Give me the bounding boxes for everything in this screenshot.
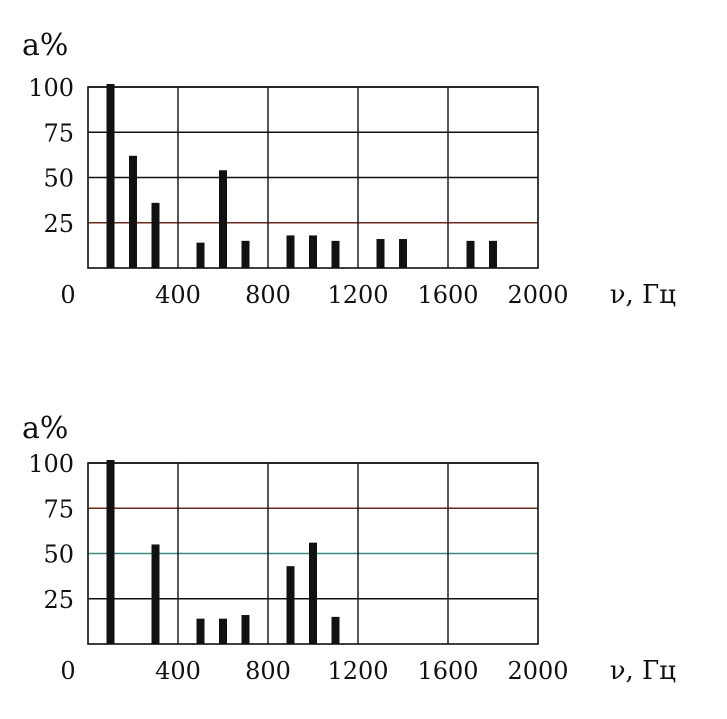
x-tick-label: 1600 bbox=[417, 657, 478, 685]
y-tick-label: 25 bbox=[43, 210, 74, 238]
x-tick-label: 1200 bbox=[327, 657, 388, 685]
y-tick-label: 50 bbox=[43, 541, 74, 569]
chart-bottom: 100 75 50 25 0 400 800 1200 1600 2000 a% ν, Гц bbox=[22, 411, 676, 686]
x-tick-label: 1200 bbox=[327, 281, 388, 309]
chart-top: 100 75 50 25 0 400 800 1200 1600 2000 a% ν, Гц bbox=[22, 28, 676, 310]
bar bbox=[241, 240, 250, 268]
bar bbox=[331, 616, 340, 644]
x-tick-label: 1600 bbox=[417, 281, 478, 309]
x-tick-label: 800 bbox=[245, 281, 291, 309]
bar bbox=[241, 615, 250, 644]
bar bbox=[219, 170, 227, 268]
y-tick-label: 50 bbox=[43, 165, 74, 193]
bar bbox=[106, 84, 115, 268]
bar bbox=[129, 155, 137, 268]
y-tick-label: 25 bbox=[43, 586, 74, 614]
x-tick-label: 400 bbox=[155, 657, 201, 685]
x-tick-label: 0 bbox=[60, 657, 75, 685]
bar bbox=[196, 242, 205, 268]
y-tick-label: 100 bbox=[28, 450, 74, 478]
x-tick-label: 2000 bbox=[507, 281, 568, 309]
y-tick-label: 100 bbox=[28, 74, 74, 102]
bar bbox=[376, 239, 385, 268]
bar bbox=[466, 240, 475, 268]
bar bbox=[489, 240, 497, 268]
bar bbox=[286, 235, 295, 268]
bar bbox=[331, 240, 340, 268]
bar bbox=[106, 460, 115, 644]
bar bbox=[309, 542, 317, 644]
bar bbox=[196, 618, 205, 644]
x-tick-label: 800 bbox=[245, 657, 291, 685]
y-tick-label: 75 bbox=[43, 495, 74, 523]
x-axis-label: ν, Гц bbox=[610, 280, 677, 310]
x-tick-label: 400 bbox=[155, 281, 201, 309]
y-axis-label: a% bbox=[22, 411, 68, 446]
y-tick-label: 75 bbox=[43, 119, 74, 147]
y-axis-label: a% bbox=[22, 28, 68, 63]
bar bbox=[151, 202, 160, 268]
x-axis-label: ν, Гц bbox=[610, 656, 677, 686]
bar bbox=[286, 566, 295, 644]
x-tick-label: 0 bbox=[60, 281, 75, 309]
x-tick-label: 2000 bbox=[507, 657, 568, 685]
bar bbox=[309, 235, 317, 268]
bar bbox=[219, 618, 227, 644]
bar bbox=[151, 544, 160, 644]
bar bbox=[399, 239, 407, 268]
